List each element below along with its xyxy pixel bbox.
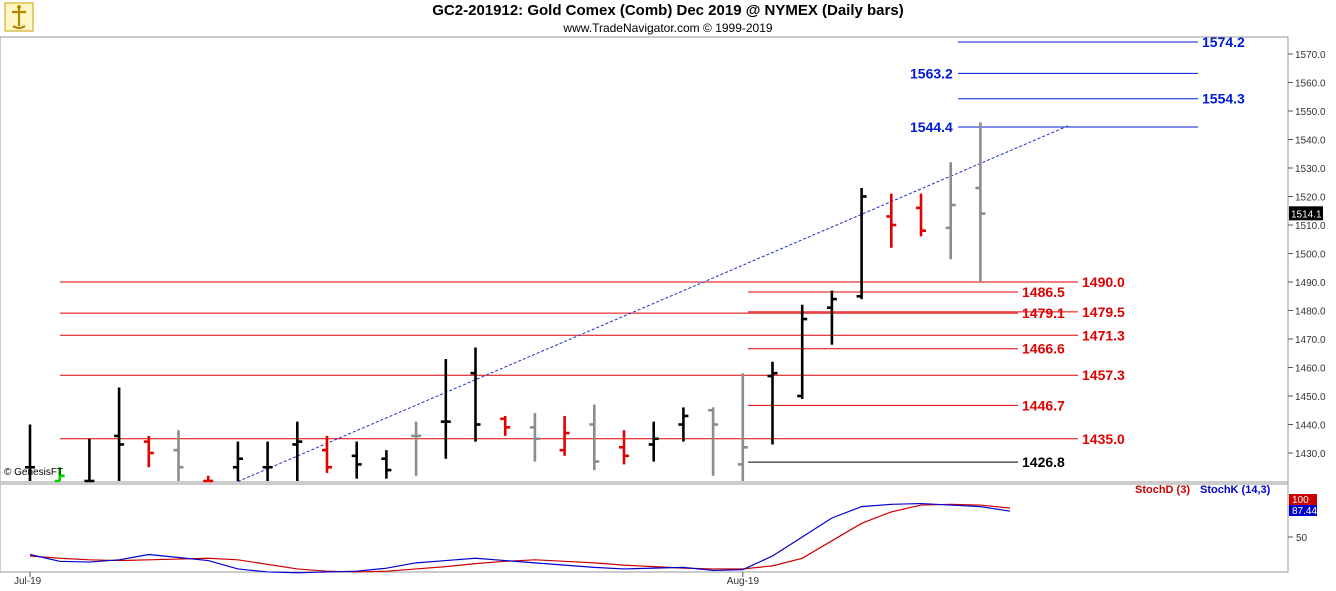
stoch-tick-label: 50 xyxy=(1296,533,1308,544)
genesis-logo-icon xyxy=(4,2,34,32)
stoch-k-line xyxy=(29,502,1011,574)
level-label: 1435.0 xyxy=(1082,431,1125,447)
price-tick-label: 1450.0 xyxy=(1295,392,1326,403)
price-tick-label: 1510.0 xyxy=(1295,221,1326,232)
level-label: 1479.1 xyxy=(1022,305,1065,321)
price-tick-label: 1480.0 xyxy=(1295,307,1326,318)
price-tick-label: 1550.0 xyxy=(1295,107,1326,118)
price-panel-frame xyxy=(0,36,1289,483)
level-label: 1457.3 xyxy=(1082,367,1125,383)
current-price-label: 1514.1 xyxy=(1291,209,1322,220)
level-label: 1486.5 xyxy=(1022,284,1065,300)
time-tick-label: Jul-19 xyxy=(14,576,42,587)
price-tick-label: 1560.0 xyxy=(1295,79,1326,90)
stoch-d-legend: StochD (3) xyxy=(1135,484,1190,496)
level-label: 1544.4 xyxy=(910,119,953,135)
level-label: 1479.5 xyxy=(1082,304,1125,320)
stoch-k-value-badge xyxy=(1289,505,1317,516)
level-label: 1563.2 xyxy=(910,65,953,81)
chart-title: GC2-201912: Gold Comex (Comb) Dec 2019 @… xyxy=(432,2,904,19)
level-label: 1554.3 xyxy=(1202,91,1245,107)
price-tick-label: 1440.0 xyxy=(1295,421,1326,432)
price-tick-label: 1540.0 xyxy=(1295,136,1326,147)
price-tick-label: 1530.0 xyxy=(1295,164,1326,175)
price-tick-label: 1570.0 xyxy=(1295,50,1326,61)
level-label: 1446.7 xyxy=(1022,397,1065,413)
price-tick-label: 1470.0 xyxy=(1295,335,1326,346)
price-tick-label: 1460.0 xyxy=(1295,364,1326,375)
level-label: 1466.6 xyxy=(1022,341,1065,357)
price-tick-label: 1520.0 xyxy=(1295,193,1326,204)
price-tick-label: 1430.0 xyxy=(1295,449,1326,460)
level-label: 1490.0 xyxy=(1082,274,1125,290)
current-price-badge xyxy=(1289,206,1323,221)
level-label: 1426.8 xyxy=(1022,454,1065,470)
stoch-k-value: 87.44 xyxy=(1292,506,1317,517)
watermark-text: © GenesisFT xyxy=(4,467,64,478)
price-tick-label: 1500.0 xyxy=(1295,250,1326,261)
stoch-d-value-badge xyxy=(1289,494,1317,505)
level-label: 1574.2 xyxy=(1202,34,1245,50)
stoch-d-value: 100 xyxy=(1292,495,1309,506)
price-tick-label: 1490.0 xyxy=(1295,278,1326,289)
stoch-k-legend: StochK (14,3) xyxy=(1200,484,1271,496)
chart-subtitle: www.TradeNavigator.com © 1999-2019 xyxy=(563,21,773,35)
time-tick-label: Aug-19 xyxy=(727,576,760,587)
trendline xyxy=(237,124,1070,482)
level-label: 1471.3 xyxy=(1082,327,1125,343)
